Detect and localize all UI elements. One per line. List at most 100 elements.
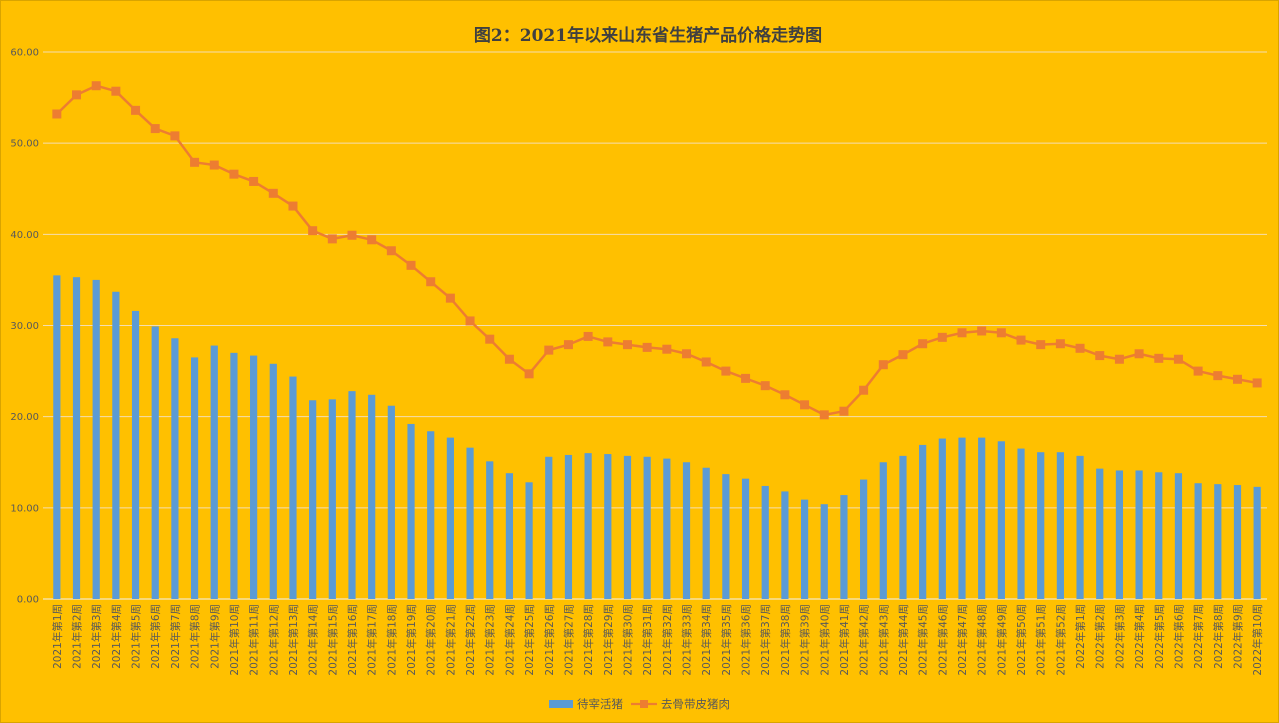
x-tick-label: 2021年第29周 xyxy=(602,604,615,676)
x-tick-label: 2021年第17周 xyxy=(366,604,379,676)
x-tick-label: 2021年第14周 xyxy=(307,604,320,676)
bar xyxy=(427,431,435,599)
line-point xyxy=(1016,335,1026,345)
x-tick-label: 2021年第3周 xyxy=(90,604,103,669)
bar xyxy=(72,277,81,599)
x-tick-label: 2021年第38周 xyxy=(779,604,792,676)
bar xyxy=(151,326,159,599)
bar-series xyxy=(53,275,1261,599)
y-tick-label: 50.00 xyxy=(10,139,39,150)
line-point xyxy=(367,235,377,245)
x-tick-label: 2021年第36周 xyxy=(740,604,753,676)
line-point xyxy=(1075,343,1085,353)
x-tick-label: 2021年第39周 xyxy=(799,604,812,676)
bar xyxy=(702,467,710,599)
x-tick-label: 2021年第22周 xyxy=(464,604,477,676)
bar xyxy=(171,338,179,599)
line-point xyxy=(406,260,416,270)
line-point xyxy=(386,246,396,256)
bar xyxy=(1253,486,1261,599)
line-point xyxy=(682,349,692,359)
legend-label-bar: 待宰活猪 xyxy=(577,697,623,711)
bar xyxy=(604,454,612,599)
x-tick-label: 2021年第34周 xyxy=(700,604,713,676)
x-tick-label: 2021年第5周 xyxy=(130,604,143,669)
line-point xyxy=(288,201,298,211)
x-tick-label: 2021年第26周 xyxy=(543,604,556,676)
line-point xyxy=(485,334,495,344)
bar xyxy=(466,447,474,599)
x-tick-label: 2021年第18周 xyxy=(385,604,398,676)
line-series xyxy=(52,81,1262,420)
line-point xyxy=(249,176,259,186)
bar xyxy=(387,405,395,599)
x-tick-label: 2021年第28周 xyxy=(582,604,595,676)
line-point xyxy=(859,385,869,395)
x-tick-label: 2021年第20周 xyxy=(425,604,438,676)
bar xyxy=(919,444,927,599)
line-point xyxy=(583,331,593,341)
x-tick-label: 2021年第42周 xyxy=(858,604,871,676)
x-tick-label: 2021年第44周 xyxy=(897,604,910,676)
x-tick-label: 2022年第3周 xyxy=(1113,604,1126,669)
bar xyxy=(623,455,632,599)
x-tick-label: 2021年第11周 xyxy=(248,604,261,676)
line-point xyxy=(918,339,928,349)
chart-title: 图2：2021年以来山东省生猪产品价格走势图 xyxy=(474,25,822,46)
x-tick-label: 2021年第21周 xyxy=(444,604,457,676)
line-point xyxy=(524,369,534,379)
bar xyxy=(446,437,454,599)
bar xyxy=(407,423,415,599)
x-tick-label: 2022年第5周 xyxy=(1153,604,1166,669)
bar xyxy=(938,438,946,599)
line-point xyxy=(642,342,652,352)
bar xyxy=(564,454,573,599)
x-tick-label: 2021年第9周 xyxy=(208,604,221,669)
x-axis: 2021年第1周 2021年第2周 2021年第3周 2021年第4周 2021年第5周… xyxy=(51,604,1264,676)
x-tick-label: 2021年第27周 xyxy=(562,604,575,676)
x-tick-label: 2021年第37周 xyxy=(759,604,772,676)
bar xyxy=(761,485,769,599)
y-axis: 0.00 10.00 20.00 30.00 40.00 50.00 60.00 xyxy=(10,48,39,606)
x-tick-label: 2022年第1周 xyxy=(1074,604,1087,669)
bar xyxy=(309,400,317,599)
line-point xyxy=(563,340,573,350)
bar xyxy=(800,499,809,599)
bar xyxy=(860,479,868,599)
legend-swatch-bar xyxy=(549,700,573,708)
legend-marker-line xyxy=(640,700,648,708)
line-point xyxy=(52,109,62,119)
line-point xyxy=(622,340,632,350)
line-point xyxy=(308,226,318,236)
bar xyxy=(958,437,966,599)
line-point xyxy=(1173,354,1183,364)
bar xyxy=(741,478,750,599)
x-tick-label: 2022年第6周 xyxy=(1172,604,1185,669)
bar xyxy=(899,455,907,599)
y-tick-label: 10.00 xyxy=(10,503,39,514)
bar xyxy=(53,275,61,599)
x-tick-label: 2022年第9周 xyxy=(1231,604,1244,669)
bar xyxy=(505,473,514,599)
line-point xyxy=(977,326,987,336)
line-point xyxy=(760,381,770,391)
x-tick-label: 2021年第13周 xyxy=(287,604,300,676)
x-tick-label: 2021年第4周 xyxy=(110,604,123,669)
line-point xyxy=(72,90,82,100)
x-tick-label: 2021年第25周 xyxy=(523,604,536,676)
bar xyxy=(230,352,238,599)
x-tick-label: 2021年第50周 xyxy=(1015,604,1028,676)
line-point xyxy=(1252,378,1262,388)
bar xyxy=(663,458,671,599)
bar xyxy=(368,394,376,599)
line-point xyxy=(957,328,967,338)
line-point xyxy=(1213,371,1223,381)
bar xyxy=(584,453,592,599)
x-tick-label: 2021年第6周 xyxy=(149,604,162,669)
x-tick-label: 2022年第2周 xyxy=(1094,604,1107,669)
x-tick-label: 2022年第7周 xyxy=(1192,604,1205,669)
x-tick-label: 2021年第10周 xyxy=(228,604,241,676)
line-point xyxy=(544,345,554,355)
bar xyxy=(250,355,258,599)
bar xyxy=(1233,485,1242,599)
